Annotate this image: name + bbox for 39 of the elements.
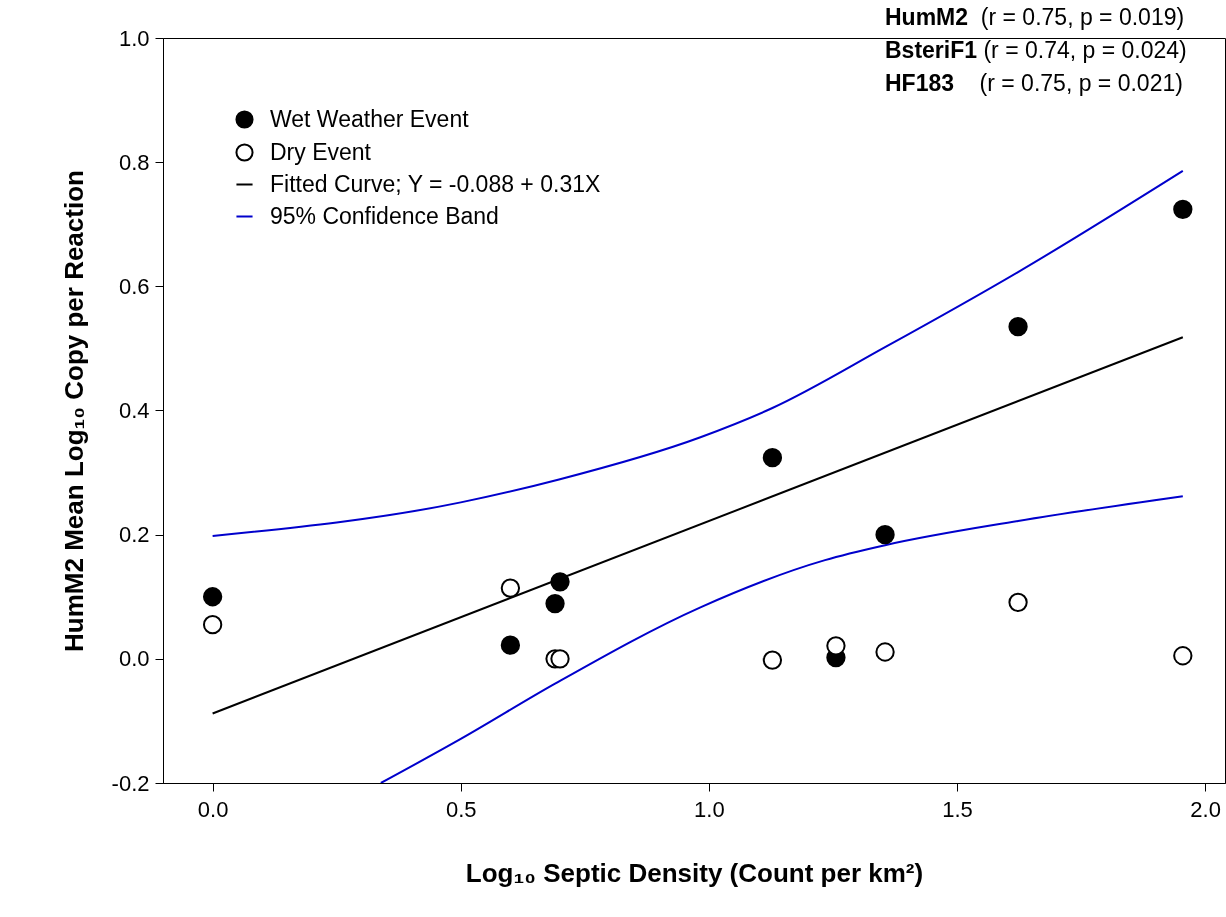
y-tick-label: 0.6 bbox=[118, 273, 150, 299]
point bbox=[202, 587, 223, 607]
y-tick-label: 0.2 bbox=[118, 522, 150, 548]
point bbox=[500, 578, 521, 598]
annotation: HF183 (r = 0.75, p = 0.021) bbox=[885, 70, 1183, 96]
legend-label: Wet Weather Event bbox=[270, 105, 470, 132]
point bbox=[875, 525, 895, 545]
text: HumM2 (r = 0.75, p = 0.019) bbox=[885, 4, 1185, 30]
point bbox=[1008, 317, 1028, 337]
point bbox=[1173, 199, 1193, 219]
point bbox=[826, 636, 846, 656]
annotation: BsteriF1 (r = 0.74, p = 0.024) bbox=[885, 37, 1187, 63]
x-tick-label: 0.5 bbox=[445, 796, 477, 822]
point bbox=[550, 649, 570, 669]
y-tick-label: 0.8 bbox=[118, 149, 150, 175]
y-axis-title: HumM2 Mean Log₁₀ Copy per Reaction bbox=[58, 170, 89, 652]
y-tick-label: 0.4 bbox=[118, 398, 150, 423]
point bbox=[1173, 646, 1193, 666]
legend-label: 95% Confidence Band bbox=[270, 202, 499, 229]
point bbox=[500, 635, 521, 655]
x-tick-label: 2.0 bbox=[1190, 796, 1221, 822]
legend-label: Dry Event bbox=[270, 138, 372, 165]
line-series bbox=[211, 169, 1184, 537]
legend-label: Fitted Curve; Y = -0.088 + 0.31X bbox=[270, 170, 601, 197]
y-tick-label: 0.0 bbox=[118, 646, 150, 672]
x-tick-label: 0.0 bbox=[197, 796, 229, 822]
x-axis-title: Log₁₀ Septic Density (Count per km²) bbox=[465, 857, 924, 888]
y-tick-label: 1.0 bbox=[118, 25, 150, 51]
point bbox=[875, 642, 895, 662]
point bbox=[762, 448, 783, 468]
y-tick-label: -0.2 bbox=[111, 770, 150, 796]
point bbox=[550, 572, 570, 592]
x-tick-label: 1.5 bbox=[942, 796, 973, 822]
point bbox=[1008, 592, 1028, 612]
point bbox=[202, 615, 223, 635]
line-series bbox=[379, 495, 1184, 783]
point bbox=[762, 650, 783, 670]
x-tick-label: 1.0 bbox=[694, 796, 725, 822]
point bbox=[545, 593, 565, 614]
